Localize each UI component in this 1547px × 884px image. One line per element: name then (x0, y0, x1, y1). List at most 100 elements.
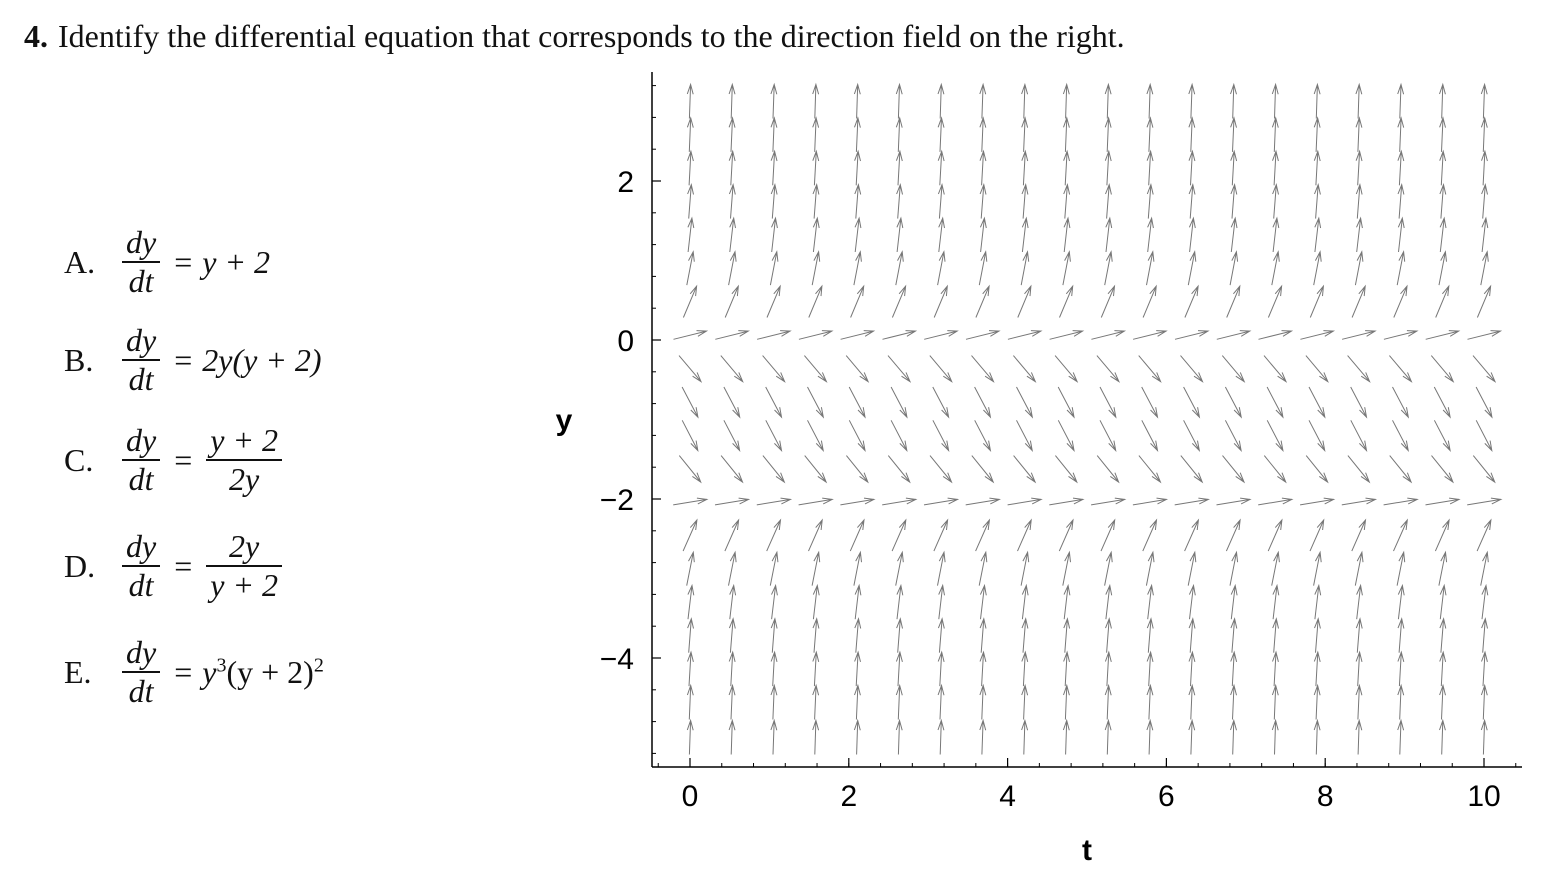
slope-arrow (1480, 550, 1489, 586)
slope-arrow (1476, 518, 1492, 552)
slope-arrow (1313, 116, 1321, 152)
slope-arrow (979, 583, 987, 620)
slope-arrow (1216, 330, 1252, 340)
slope-arrow (1147, 583, 1154, 620)
lhs-denominator: dt (128, 673, 154, 709)
slope-arrow (1062, 718, 1070, 755)
slope-arrow (887, 355, 912, 383)
option-c[interactable]: C. dy dt = y + 2 2y (64, 420, 286, 500)
slope-arrow (1057, 386, 1075, 419)
slope-arrow (728, 116, 736, 152)
slope-arrow (770, 82, 778, 119)
rhs-expression: 2y(y + 2) (202, 341, 322, 378)
slope-arrow (1224, 386, 1242, 419)
slope-arrow (1188, 116, 1196, 152)
fraction-bar (122, 671, 161, 673)
slope-arrow (1230, 583, 1238, 620)
slope-arrow (1439, 149, 1447, 186)
slope-arrow (1300, 497, 1336, 506)
slope-arrow (1187, 550, 1197, 586)
lhs-fraction: dy dt (122, 528, 161, 604)
slope-arrow (1356, 583, 1363, 620)
slope-arrow (686, 718, 694, 755)
slope-arrow (1021, 683, 1029, 720)
slope-arrow (1263, 355, 1288, 383)
slope-arrow (811, 550, 821, 586)
slope-arrow (1439, 116, 1446, 152)
slope-arrow (1063, 116, 1070, 152)
slope-arrow (724, 284, 739, 318)
slope-arrow (1397, 116, 1405, 152)
slope-arrow (1188, 216, 1196, 253)
slope-arrow (1272, 216, 1280, 253)
slope-arrow (891, 284, 907, 318)
slope-arrow (1393, 284, 1408, 318)
slope-arrow (1049, 330, 1085, 340)
slope-arrow (686, 550, 695, 586)
slope-arrow (1392, 386, 1410, 419)
slope-arrow (1146, 149, 1154, 186)
y-tick-label: −4 (600, 643, 634, 676)
slope-arrow (882, 497, 918, 506)
slope-arrow (937, 683, 945, 720)
slope-arrow (1063, 683, 1070, 720)
slope-arrow (1184, 284, 1199, 318)
slope-arrow (1062, 550, 1071, 586)
slope-arrow (979, 116, 987, 152)
slope-arrow (978, 550, 988, 586)
slope-arrow (687, 149, 694, 186)
rhs-fraction: 2y y + 2 (206, 528, 283, 604)
slope-arrow (770, 650, 778, 687)
slope-arrow (1355, 650, 1363, 687)
slope-arrow (1020, 250, 1030, 286)
option-b[interactable]: B. dy dt = 2y(y + 2) (64, 320, 322, 400)
slope-arrow (812, 216, 820, 253)
slope-arrow (1397, 683, 1405, 720)
lhs-denominator: dt (128, 461, 154, 497)
y-tick-label: 2 (617, 166, 634, 199)
rhs-exponent-2: 2 (313, 653, 324, 676)
slope-arrow (1188, 149, 1196, 186)
slope-arrow (1396, 550, 1406, 586)
slope-arrow (1229, 250, 1239, 286)
slope-arrow (1063, 183, 1071, 219)
slope-arrow (682, 284, 698, 318)
slope-arrow (1438, 550, 1448, 586)
slope-arrow (1439, 650, 1447, 687)
slope-arrow (728, 183, 736, 219)
slope-arrow (769, 550, 779, 586)
y-tick-label: −2 (600, 484, 634, 517)
option-e[interactable]: E. dy dt = y3(y + 2)2 (64, 632, 324, 712)
slope-arrow (895, 250, 904, 286)
slope-arrow (687, 583, 695, 620)
slope-arrow (1439, 718, 1446, 755)
slope-arrow (771, 216, 778, 253)
slope-arrow (678, 455, 702, 484)
question-prompt: Identify the differential equation that … (58, 18, 1125, 54)
slope-arrow (1383, 497, 1419, 506)
slope-arrow (1021, 216, 1029, 253)
slope-arrow (1146, 250, 1155, 286)
option-letter: C. (64, 441, 94, 478)
slope-arrow (720, 455, 744, 484)
slope-arrow (1188, 183, 1196, 219)
slope-arrow (1393, 518, 1408, 552)
slope-arrow (1347, 355, 1371, 383)
slope-arrow (1305, 355, 1329, 383)
slope-arrow (770, 183, 778, 219)
slope-arrow (1309, 284, 1325, 318)
slope-arrow (1439, 683, 1446, 720)
slope-arrow (1229, 550, 1239, 586)
slope-arrow (771, 583, 778, 620)
slope-arrow (890, 386, 908, 419)
axis-ticks: 0 2 4 6 8 10 2 0 −2 −4 (600, 85, 1517, 813)
slope-arrow (812, 183, 820, 219)
slope-arrow (723, 420, 741, 453)
slope-arrow (1430, 355, 1455, 383)
option-a[interactable]: A. dy dt = y + 2 (64, 222, 270, 302)
slope-arrow (849, 518, 865, 552)
slope-arrow (1347, 455, 1371, 484)
slope-arrow (854, 116, 861, 152)
slope-arrow (807, 420, 824, 453)
option-d[interactable]: D. dy dt = 2y y + 2 (64, 526, 286, 606)
